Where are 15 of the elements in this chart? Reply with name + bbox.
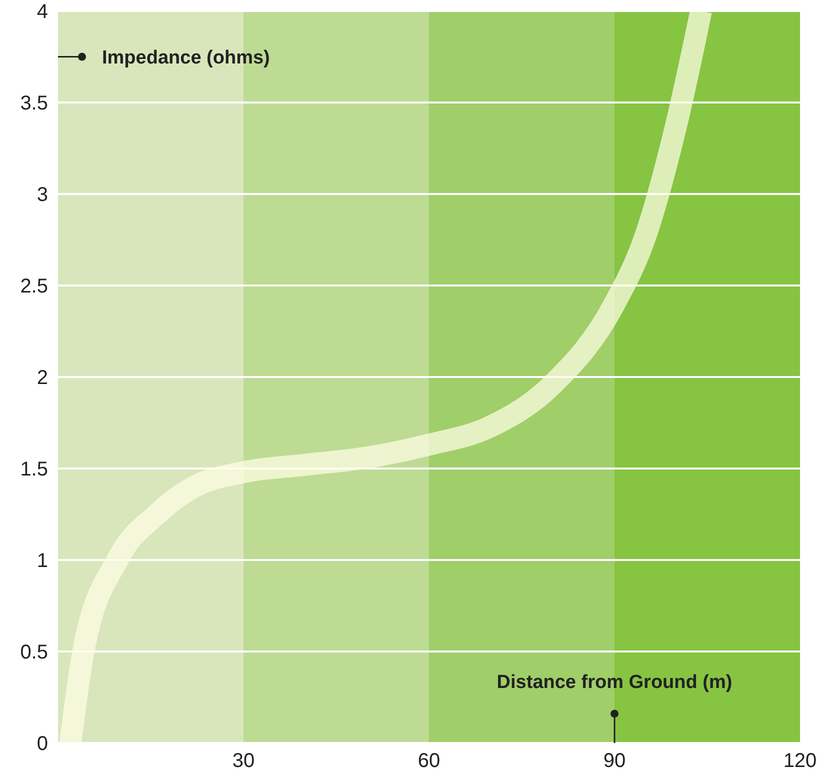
y-tick-label: 2.5 — [20, 276, 48, 298]
x-tick-label: 120 — [783, 750, 817, 772]
x-tick-label: 60 — [418, 750, 440, 772]
x-tick-label: 90 — [603, 750, 626, 772]
y-tick-label: 1.5 — [20, 458, 48, 480]
x-axis-title: Distance from Ground (m) — [496, 672, 732, 694]
y-tick-label: 4 — [36, 1, 48, 23]
y-axis-title: Impedance (ohms) — [102, 47, 270, 68]
y-tick-label: 3 — [36, 184, 48, 206]
y-tick-label: 2 — [36, 367, 48, 389]
x-tick-label: 30 — [232, 750, 255, 772]
y-tick-label: 0 — [36, 733, 48, 755]
y-tick-label: 0.5 — [20, 642, 48, 664]
y-tick-label: 3.5 — [20, 92, 48, 114]
y-tick-label: 1 — [36, 550, 48, 572]
